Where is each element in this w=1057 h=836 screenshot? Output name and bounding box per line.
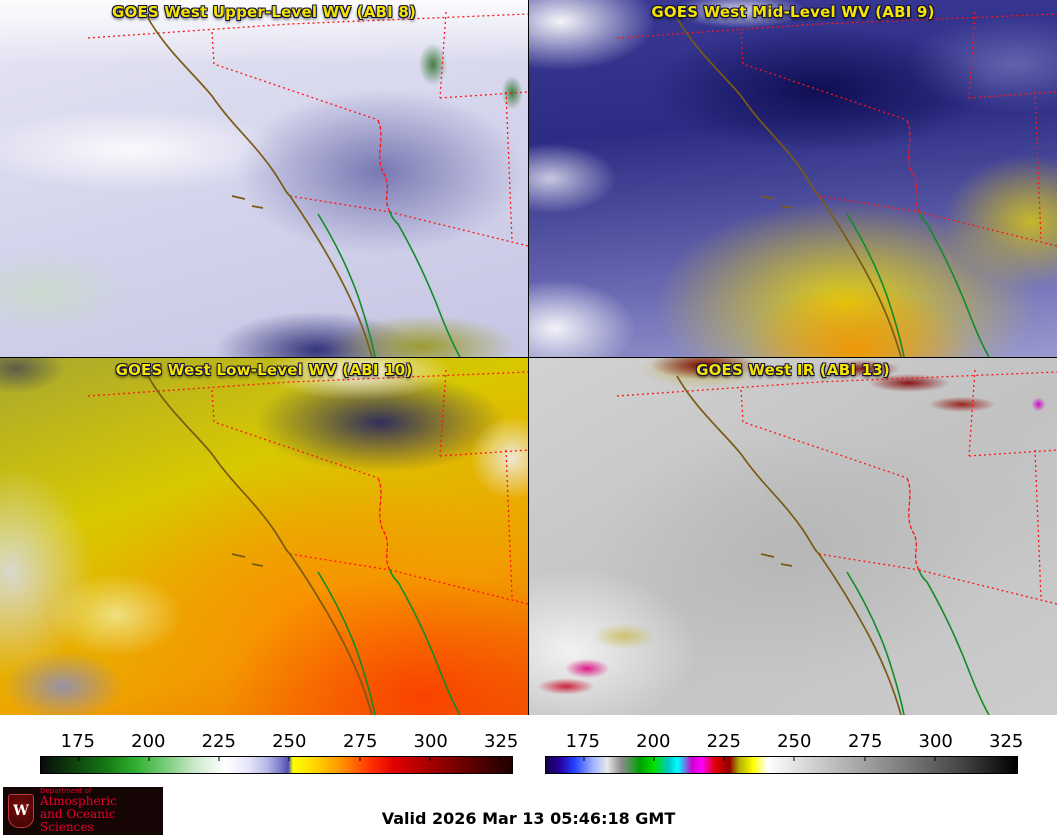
- colorbar-tick-label: 175: [60, 731, 96, 752]
- ir-colorbar-labels: 175 200 225 250 275 300 325: [545, 727, 1024, 753]
- panel-title: GOES West Low-Level WV (ABI 10): [115, 361, 413, 379]
- wv-colorbar-labels: 175 200 225 250 275 300 325: [40, 727, 519, 753]
- colorbar-tick-label: 250: [272, 731, 307, 752]
- logo-line-2: and Oceanic Sciences: [40, 807, 116, 835]
- panel-grid: GOES West Upper-Level WV (ABI 8) GOES We…: [0, 0, 1057, 715]
- colorbar-tick: [1004, 757, 1006, 761]
- colorbar-tick: [793, 757, 795, 761]
- colorbar-tick-label: 175: [565, 731, 601, 752]
- colorbar-tick-label: 325: [483, 731, 519, 752]
- valid-time-text: Valid 2026 Mar 13 05:46:18 GMT: [381, 809, 676, 828]
- colorbar-tick: [653, 757, 655, 761]
- colorbar-tick-label: 225: [706, 731, 741, 752]
- colorbar-tick-label: 275: [343, 731, 378, 752]
- panel-mid-level-wv: GOES West Mid-Level WV (ABI 9): [529, 0, 1057, 357]
- colorbar-tick: [78, 757, 80, 761]
- panel-low-level-wv: GOES West Low-Level WV (ABI 10): [0, 358, 528, 715]
- map-boundaries-overlay: [616, 369, 1057, 715]
- colorbar-tick: [864, 757, 866, 761]
- uw-aos-logo[interactable]: W Department of Atmospheric and Oceanic …: [3, 787, 163, 835]
- colorbar-tick: [288, 757, 290, 761]
- colorbar-tick-label: 300: [413, 731, 448, 752]
- panel-upper-level-wv: GOES West Upper-Level WV (ABI 8): [0, 0, 528, 357]
- ir-colorbar-gradient: [545, 756, 1018, 774]
- colorbar-tick-label: 275: [848, 731, 883, 752]
- map-boundaries-overlay: [616, 11, 1057, 357]
- map-boundaries-overlay: [87, 11, 528, 357]
- colorbar-tick-label: 325: [988, 731, 1024, 752]
- caption-strip: 175 200 225 250 275 300 325 175 20: [0, 715, 1057, 836]
- colorbar-tick-label: 250: [777, 731, 812, 752]
- map-boundaries-overlay: [87, 369, 528, 715]
- colorbar-tick: [218, 757, 220, 761]
- colorbar-tick: [723, 757, 725, 761]
- colorbar-tick: [429, 757, 431, 761]
- wv-colorbar: 175 200 225 250 275 300 325: [40, 727, 519, 774]
- colorbar-tick-label: 200: [636, 731, 671, 752]
- colorbar-tick: [359, 757, 361, 761]
- panel-title: GOES West IR (ABI 13): [696, 361, 890, 379]
- colorbar-tick-label: 300: [918, 731, 953, 752]
- ir-colorbar: 175 200 225 250 275 300 325: [545, 727, 1024, 774]
- colorbar-tick: [499, 757, 501, 761]
- panel-title: GOES West Upper-Level WV (ABI 8): [111, 3, 417, 21]
- logo-line-1: Atmospheric: [40, 794, 117, 809]
- logo-text: Department of Atmospheric and Oceanic Sc…: [40, 786, 158, 835]
- colorbar-tick: [934, 757, 936, 761]
- colorbar-tick-label: 225: [201, 731, 236, 752]
- uw-crest-icon: W: [8, 794, 34, 828]
- panel-ir: GOES West IR (ABI 13): [529, 358, 1057, 715]
- crest-letter: W: [13, 803, 29, 819]
- panel-title: GOES West Mid-Level WV (ABI 9): [651, 3, 935, 21]
- colorbar-tick: [583, 757, 585, 761]
- wv-colorbar-gradient: [40, 756, 513, 774]
- colorbar-tick: [148, 757, 150, 761]
- logo-dept-line: Department of: [40, 786, 92, 795]
- colorbar-tick-label: 200: [131, 731, 166, 752]
